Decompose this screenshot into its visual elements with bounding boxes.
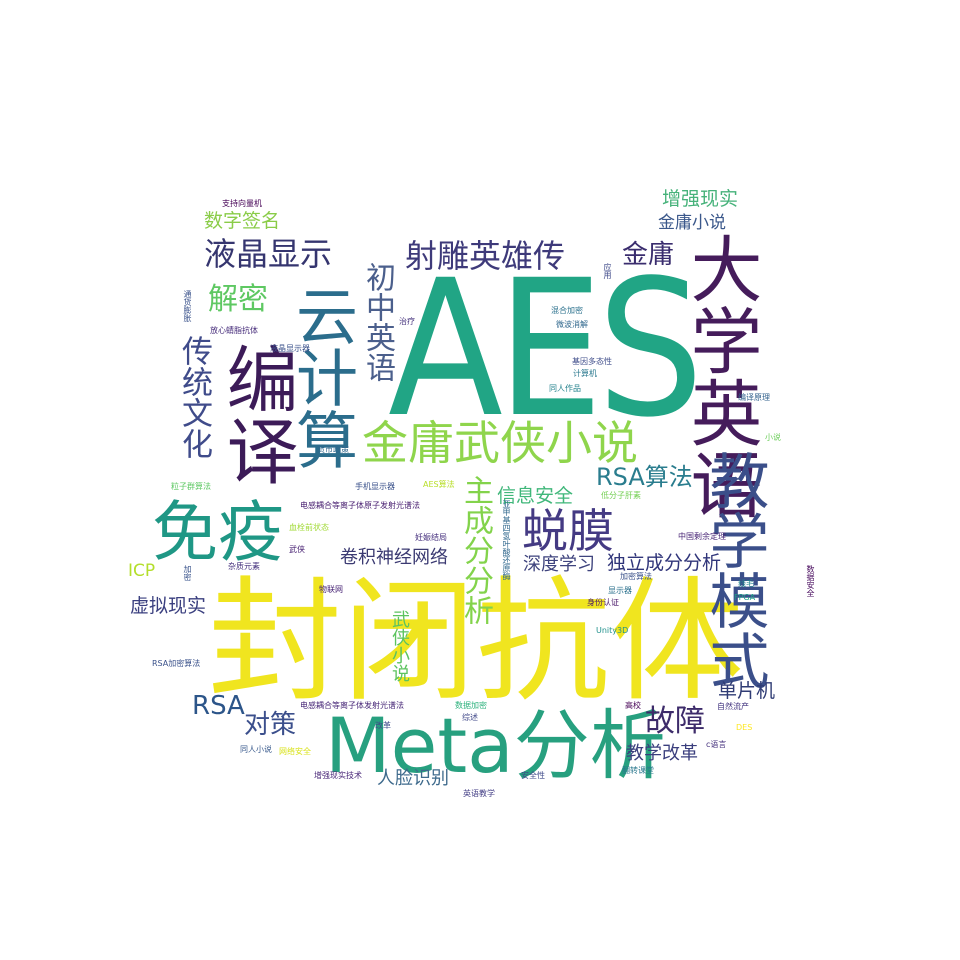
word-encrypt: 加密 [183, 565, 192, 581]
word-info-security: 信息安全 [497, 485, 574, 507]
word-inflation: 通货膨胀 [183, 290, 192, 322]
word-countermeasure: 对策 [244, 710, 297, 740]
word-fengbi-kangti: 封闭抗体 [208, 564, 745, 720]
word-immunity: 免疫 [152, 494, 284, 571]
word-polymorphism: 基因多态性 [572, 357, 612, 366]
word-crt: 中国剩余定理 [678, 532, 726, 541]
word-phone-display: 手机显示器 [355, 482, 395, 491]
word-pregnancy-outcome: 妊娠结局 [415, 533, 447, 542]
word-mcu: 单片机 [718, 680, 776, 702]
word-encryption-algorithm: 加密算法 [620, 572, 652, 581]
word-des: DES [736, 723, 753, 732]
word-fan-novel: 同人小说 [240, 745, 272, 754]
word-university: 高校 [625, 701, 641, 710]
word-jinyong-wuxia: 金庸武侠小说 [362, 416, 638, 470]
word-iot: 物联网 [319, 585, 343, 594]
word-monetary-policy: 货币政策 [317, 445, 349, 454]
word-icp-aes-2: 电感耦合等离子体发射光谱法 [300, 701, 404, 710]
word-ar: 增强现实 [662, 188, 739, 210]
word-face-recognition: 人脸识别 [377, 768, 449, 789]
word-c-language: c语言 [706, 740, 727, 749]
word-digital-signature: 数字签名 [204, 210, 281, 232]
word-hybrid-encryption: 混合加密 [551, 306, 583, 315]
word-wuxia: 武侠 [289, 545, 305, 554]
word-treatment: 治疗 [399, 317, 415, 326]
word-cnn: 卷积神经网络 [340, 547, 448, 568]
word-traditional-culture: 传统文化 [176, 335, 212, 459]
word-junior-english: 初中英语 [360, 262, 395, 382]
word-teaching-mode: 教学模式 [699, 450, 769, 690]
word-fault: 故障 [645, 704, 705, 739]
word-pca: 主成分分析 [458, 475, 493, 625]
word-cilia: 线毛 [738, 579, 754, 588]
word-review: 综述 [462, 713, 478, 722]
word-lcd-monitor: 液晶显示器 [270, 344, 310, 353]
word-teaching-reform: 教学改革 [626, 743, 698, 764]
word-rsa-algorithm: RSA算法 [596, 463, 693, 491]
word-vr: 虚拟现实 [130, 595, 207, 617]
word-aes-algorithm: AES算法 [423, 480, 455, 489]
word-unity3d: Unity3D [596, 626, 629, 635]
word-abortion: 自然流产 [717, 702, 749, 711]
word-aes: AES [388, 239, 704, 459]
word-mthfr: 亚甲基四氢叶酸还原酶 [502, 500, 511, 580]
word-impurity: 杂质元素 [228, 562, 260, 571]
word-wuxia-novel: 武侠小说 [389, 610, 410, 682]
word-rsa-encryption: RSA加密算法 [152, 659, 201, 668]
word-decrypt: 解密 [208, 282, 268, 317]
word-lcd: 液晶显示 [204, 235, 333, 273]
word-data-encryption: 数据加密 [455, 701, 487, 710]
word-flipped-classroom: 翻转课堂 [622, 766, 654, 775]
word-display: 显示器 [608, 586, 632, 595]
word-icp: ICP [128, 561, 156, 581]
word-authentication: 身份认证 [587, 598, 619, 607]
word-icp-aes-1: 电感耦合等离子体原子发射光谱法 [300, 501, 420, 510]
word-data-security: 数据安全 [806, 565, 815, 597]
word-decidua: 蜕膜 [522, 504, 614, 558]
word-prethrombotic: 血栓前状态 [289, 523, 329, 532]
word-pso: 粒子群算法 [171, 482, 211, 491]
word-computer: 计算机 [573, 369, 597, 378]
word-lmwh: 低分子肝素 [601, 491, 641, 500]
word-security: 安全性 [521, 771, 545, 780]
word-deep-learning: 深度学习 [523, 554, 595, 575]
word-compile: 编译 [214, 342, 298, 486]
word-reform: 改革 [375, 721, 391, 730]
word-jinyong-novel: 金庸小说 [658, 213, 726, 233]
word-cloud-computing: 云计算 [285, 284, 358, 470]
word-fpga: FPGA [734, 593, 756, 602]
word-meta-analysis: Meta分析 [325, 701, 666, 790]
word-anti-body: 放心蜻脂抗体 [210, 326, 258, 335]
word-ica: 独立成分分析 [607, 552, 722, 574]
word-ar-tech: 增强现实技术 [314, 771, 362, 780]
word-svm: 支持向量机 [222, 199, 262, 208]
word-college-english: 大学英语 [678, 232, 762, 520]
word-fan-works: 同人作品 [549, 384, 581, 393]
word-english-teaching: 英语教学 [463, 789, 495, 798]
word-compiler-principle: 编译原理 [738, 393, 770, 402]
word-novel: 小说 [765, 433, 781, 442]
word-shediao: 射雕英雄传 [405, 237, 566, 275]
word-network-security: 网络安全 [279, 747, 311, 756]
word-application: 应用 [603, 263, 612, 279]
word-rsa: RSA [192, 691, 245, 721]
word-microwave: 微波消解 [556, 320, 588, 329]
word-jinyong: 金庸 [622, 240, 675, 270]
